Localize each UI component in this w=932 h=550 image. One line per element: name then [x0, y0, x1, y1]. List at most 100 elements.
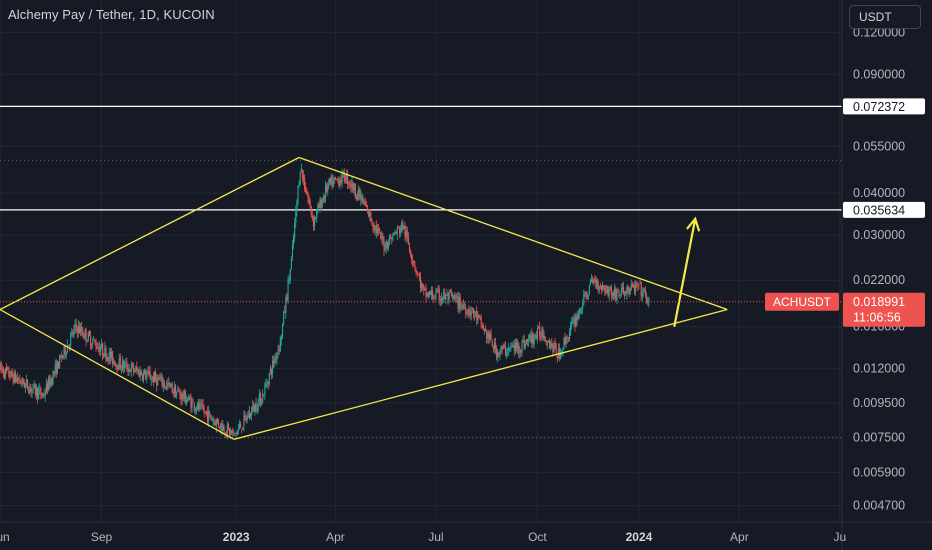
- candle-body: [146, 374, 148, 379]
- candle-body: [261, 401, 263, 405]
- candle-body: [546, 343, 548, 345]
- candle-body: [402, 222, 404, 230]
- candle-body: [455, 295, 457, 299]
- candle-body: [341, 172, 343, 183]
- candle-body: [183, 391, 185, 399]
- candle-body: [520, 350, 522, 352]
- price-axis-ticks: 0.120000 0.090000 0.055000 0.040000 0.030000…: [853, 26, 905, 513]
- candle-body: [616, 291, 618, 302]
- candle-body: [212, 420, 214, 422]
- trendline[interactable]: [0, 156, 300, 311]
- symbol-badge: [765, 292, 839, 311]
- candle-body: [392, 234, 394, 240]
- candle-body: [155, 372, 157, 379]
- arrow-head[interactable]: [686, 216, 701, 232]
- candle-body: [315, 217, 317, 219]
- candle-body: [614, 287, 616, 298]
- price-axis[interactable]: [842, 0, 932, 522]
- candle-body: [199, 403, 201, 410]
- candle-body: [572, 321, 574, 324]
- candle-body: [159, 378, 161, 380]
- candle-body: [550, 342, 552, 350]
- level-price-label: 0.072372: [853, 100, 905, 114]
- x-tick-label: Jun: [0, 530, 10, 544]
- candles: [0, 163, 650, 440]
- candle-body: [337, 178, 339, 180]
- candle-body: [492, 345, 494, 350]
- currency-button[interactable]: USDT: [849, 5, 921, 29]
- candle-body: [86, 341, 88, 343]
- trendlines[interactable]: [0, 156, 728, 440]
- candle-body: [231, 429, 233, 434]
- candle-body: [637, 284, 639, 286]
- candle-body: [11, 370, 13, 377]
- candle-body: [59, 355, 61, 369]
- candle-body: [214, 421, 216, 426]
- candle-body: [87, 332, 89, 341]
- candle-body: [636, 283, 638, 285]
- candle-body: [511, 346, 513, 348]
- x-tick-label: 2024: [626, 530, 653, 544]
- candle-body: [415, 269, 417, 273]
- candle-body: [366, 207, 369, 209]
- candle-body: [416, 271, 418, 274]
- candle-body: [540, 335, 542, 338]
- candle-body: [641, 292, 643, 297]
- candle-body: [468, 309, 470, 314]
- y-tick-label: 0.120000: [853, 26, 905, 40]
- candle-body: [82, 331, 84, 336]
- price-badges: 0.072372 0.035634 ACHUSDT 0.018991 11:06:56: [765, 98, 925, 327]
- candle-body: [333, 177, 335, 180]
- trendline[interactable]: [298, 156, 728, 311]
- candle-body: [621, 287, 623, 290]
- candle-body: [476, 310, 478, 321]
- candle-body: [648, 296, 650, 303]
- candle-body: [85, 329, 87, 341]
- candle-body: [346, 173, 348, 181]
- candle-body: [238, 424, 241, 428]
- candle-body: [55, 363, 57, 375]
- candle-body: [647, 301, 649, 303]
- candle-body: [326, 185, 328, 192]
- candle-body: [278, 349, 280, 350]
- candle-body: [397, 227, 399, 228]
- candle-body: [395, 232, 397, 234]
- candle-body: [328, 179, 330, 184]
- candle-body: [126, 361, 128, 370]
- candle-body: [50, 379, 52, 386]
- x-tick-label: Oct: [528, 530, 547, 544]
- trendline[interactable]: [0, 308, 235, 440]
- arrow-shaft[interactable]: [673, 218, 697, 327]
- symbol-badge-label: ACHUSDT: [773, 295, 832, 309]
- candle-body: [173, 386, 175, 394]
- candle-body: [608, 289, 610, 297]
- candle-body: [597, 280, 599, 291]
- candle-body: [247, 415, 249, 418]
- x-tick-label: Ju: [833, 530, 846, 544]
- candle-body: [604, 286, 606, 291]
- candle-body: [118, 358, 120, 370]
- candle-body: [497, 351, 499, 358]
- candle-body: [359, 188, 361, 199]
- candle-body: [109, 351, 111, 359]
- candle-body: [529, 335, 531, 340]
- candle-body: [37, 387, 39, 399]
- candle-body: [309, 200, 311, 206]
- candle-body: [113, 360, 115, 363]
- candle-body: [99, 349, 102, 352]
- trendline[interactable]: [233, 308, 728, 440]
- candle-body: [519, 349, 521, 354]
- candle-body: [432, 291, 434, 298]
- candle-body: [507, 352, 509, 354]
- candle-body: [449, 291, 451, 293]
- candle-body: [506, 353, 508, 355]
- horizontal-levels[interactable]: [0, 105, 842, 439]
- candle-body: [125, 362, 127, 364]
- candle-body: [92, 340, 94, 345]
- candle-body: [147, 371, 149, 375]
- candle-body: [625, 292, 627, 294]
- candle-body: [140, 371, 142, 376]
- candle-body: [170, 383, 172, 388]
- candle-body: [67, 345, 70, 347]
